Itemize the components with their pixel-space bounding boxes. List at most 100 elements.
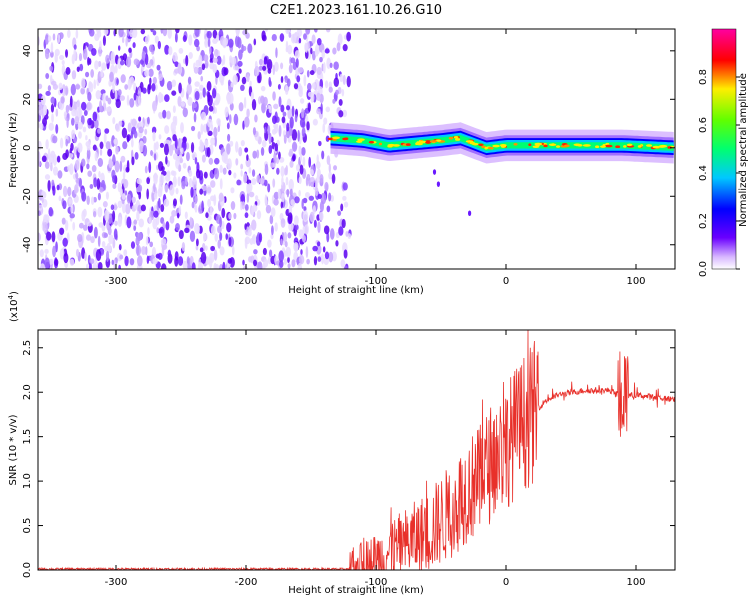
spectrogram-cell (308, 156, 312, 168)
snr-x-tick-label: 0 (503, 577, 509, 588)
spectrogram-cell (209, 58, 214, 64)
spectrogram-cell (152, 257, 158, 265)
spectrogram-cell (164, 184, 169, 194)
spectrogram-cell (78, 222, 84, 229)
spectrogram-cell (188, 51, 193, 59)
spectrogram-cell (246, 108, 250, 118)
spectrogram-cell (86, 195, 90, 206)
spectrogram-cell (148, 44, 154, 53)
spectrogram-cell (201, 63, 206, 71)
spectrogram-cell (85, 135, 88, 141)
spectrogram-cell (233, 212, 237, 220)
spectrogram-cell (253, 38, 257, 46)
spectrogram-cell (313, 256, 318, 266)
signal-peak (637, 145, 642, 148)
spectrogram-cell (140, 29, 146, 35)
spectrogram-cell (122, 171, 126, 180)
spectrogram-cell (189, 230, 196, 243)
spectrogram-x-tick-label: 0 (503, 276, 509, 287)
spectrogram-cell (240, 169, 243, 177)
spectrogram-cell (174, 32, 178, 43)
spectrogram-cell (222, 54, 226, 65)
spectrogram-cell (280, 201, 284, 209)
signal-peak (582, 144, 591, 147)
spectrogram-y-axis: -40 -20 0 20 40 (22, 44, 675, 253)
spectrogram-cell (231, 245, 235, 256)
colorbar-ticks: 0.0 0.2 0.4 0.6 0.8 (698, 69, 740, 277)
spectrogram-cell (301, 198, 304, 210)
spectrogram-cell (173, 198, 177, 207)
spectrogram-cell (193, 66, 199, 74)
spectrogram-cell (148, 217, 152, 224)
spectrogram-cell (191, 201, 195, 209)
spectrogram-cell (219, 178, 223, 190)
spectrogram-cell (251, 178, 257, 185)
spectrogram-cell (248, 256, 253, 263)
spectrogram-cell (338, 226, 344, 236)
spectrogram-cell (133, 219, 138, 225)
spectrogram-cell (67, 165, 72, 172)
spectrogram-cell (72, 221, 76, 231)
spectrogram-cell (170, 170, 175, 176)
spectrogram-cell (236, 179, 242, 186)
spectrogram-cell (226, 222, 232, 233)
spectrogram-cell (269, 214, 274, 225)
spectrogram-cell (73, 44, 77, 50)
spectrogram-cell (40, 263, 45, 269)
spectrogram-cell (104, 245, 110, 252)
spectrogram-cell (181, 180, 186, 190)
spectrogram-cell (336, 42, 341, 52)
spectrogram-cell (121, 201, 126, 214)
spectrogram-cell (131, 118, 137, 127)
spectrogram-cell (335, 89, 339, 96)
spectrogram-cell (71, 117, 75, 126)
spectrogram-cell (208, 105, 214, 112)
spectrogram-cell (285, 176, 289, 186)
spectrogram-cell (188, 177, 193, 188)
spectrogram-cell (314, 29, 318, 33)
spectrogram-cell (307, 82, 312, 91)
spectrogram-cell (237, 37, 242, 49)
spectrogram-cell (194, 157, 198, 165)
spectrogram-cell (213, 249, 218, 261)
spectrogram-cell (303, 206, 307, 212)
spectrogram-cell (294, 32, 298, 38)
spectrogram-cell (48, 207, 54, 217)
spectrogram-cell (217, 239, 221, 249)
spectrogram-cell (230, 187, 235, 194)
spectrogram-cell (146, 255, 150, 264)
figure-title: C2E1.2023.161.10.26.G10 (270, 3, 442, 18)
spectrogram-cell (293, 215, 299, 226)
spectrogram-cell (87, 170, 93, 177)
spectrogram-cell (145, 236, 149, 246)
spectrogram-cell (182, 35, 187, 43)
spectrogram-cell (342, 109, 348, 118)
spectrogram-cell (128, 47, 132, 53)
spectrogram-cell (110, 204, 115, 211)
spectrogram-cell (238, 146, 243, 157)
spectrogram-cell (99, 186, 104, 193)
spectrogram-cell (328, 192, 332, 202)
spectrogram-cell (272, 91, 276, 101)
spectrogram-cell (157, 40, 162, 50)
spectrogram-cell (295, 58, 299, 68)
spectrogram-cell (217, 225, 222, 234)
spectrogram-cell (93, 177, 98, 188)
spectrogram-cell (132, 42, 136, 49)
spectrogram-cell (285, 164, 288, 176)
spectrogram-cell (175, 223, 180, 231)
spectrogram-cell (209, 62, 215, 70)
snr-line (38, 330, 675, 570)
spectrogram-cell (51, 231, 56, 243)
spectrogram-cell (67, 186, 72, 197)
spectrogram-cell (90, 69, 94, 78)
spectrogram-cell (103, 232, 109, 238)
spectrogram-cell (208, 157, 214, 165)
spectrogram-cell (320, 103, 323, 115)
spectrogram-cell (99, 141, 104, 150)
spectrogram-cell (264, 194, 268, 206)
spectrogram-cell (48, 122, 55, 131)
spectrogram-cell (136, 210, 140, 222)
colorbar-tick-label: 0.6 (698, 117, 709, 133)
spectrogram-cell (94, 60, 99, 70)
